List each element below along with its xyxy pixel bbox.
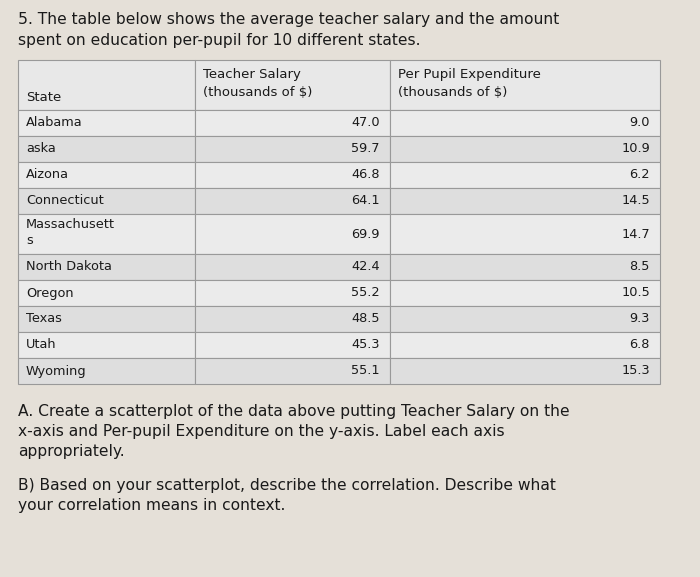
Text: Connecticut: Connecticut	[26, 194, 104, 208]
Bar	[390, 60, 660, 110]
Text: 8.5: 8.5	[629, 260, 650, 273]
Bar	[195, 60, 390, 110]
Text: Massachusett: Massachusett	[26, 218, 115, 231]
Bar	[195, 358, 390, 384]
Text: spent on education per-pupil for 10 different states.: spent on education per-pupil for 10 diff…	[18, 33, 421, 48]
Text: 55.1: 55.1	[351, 365, 380, 377]
Bar	[18, 358, 195, 384]
Text: 69.9: 69.9	[351, 227, 380, 241]
Text: appropriately.: appropriately.	[18, 444, 125, 459]
Bar	[18, 254, 195, 280]
Text: Oregon: Oregon	[26, 287, 74, 299]
Text: aska: aska	[26, 143, 56, 155]
Bar	[390, 254, 660, 280]
Bar	[390, 162, 660, 188]
Bar	[390, 214, 660, 254]
Bar	[390, 280, 660, 306]
Text: (thousands of $): (thousands of $)	[203, 86, 312, 99]
Bar	[195, 136, 390, 162]
Bar	[390, 306, 660, 332]
Text: 9.3: 9.3	[629, 313, 650, 325]
Bar	[390, 136, 660, 162]
Bar	[18, 110, 195, 136]
Bar	[195, 162, 390, 188]
Bar	[195, 110, 390, 136]
Bar	[18, 214, 195, 254]
Text: 10.9: 10.9	[622, 143, 650, 155]
Text: 6.2: 6.2	[629, 168, 650, 182]
Text: Alabama: Alabama	[26, 117, 83, 129]
Text: Teacher Salary: Teacher Salary	[203, 68, 301, 81]
Text: 9.0: 9.0	[629, 117, 650, 129]
Text: 15.3: 15.3	[622, 365, 650, 377]
Text: 48.5: 48.5	[351, 313, 380, 325]
Text: Aizona: Aizona	[26, 168, 69, 182]
Text: State: State	[26, 91, 62, 104]
Text: 6.8: 6.8	[629, 339, 650, 351]
Text: s: s	[26, 234, 33, 247]
Bar	[195, 214, 390, 254]
Bar	[195, 306, 390, 332]
Bar	[18, 306, 195, 332]
Bar	[390, 188, 660, 214]
Text: Texas: Texas	[26, 313, 62, 325]
Bar	[390, 110, 660, 136]
Text: 5. The table below shows the average teacher salary and the amount: 5. The table below shows the average tea…	[18, 12, 559, 27]
Bar	[18, 136, 195, 162]
Text: x-axis and Per-pupil Expenditure on the y-axis. Label each axis: x-axis and Per-pupil Expenditure on the …	[18, 424, 505, 439]
Bar	[18, 332, 195, 358]
Text: Utah: Utah	[26, 339, 57, 351]
Text: 14.7: 14.7	[622, 227, 650, 241]
Text: 47.0: 47.0	[351, 117, 380, 129]
Bar	[18, 60, 195, 110]
Text: 45.3: 45.3	[351, 339, 380, 351]
Text: A. Create a scatterplot of the data above putting Teacher Salary on the: A. Create a scatterplot of the data abov…	[18, 404, 570, 419]
Text: 42.4: 42.4	[351, 260, 380, 273]
Text: B) Based on your scatterplot, describe the correlation. Describe what: B) Based on your scatterplot, describe t…	[18, 478, 556, 493]
Bar	[195, 254, 390, 280]
Text: 64.1: 64.1	[351, 194, 380, 208]
Text: your correlation means in context.: your correlation means in context.	[18, 498, 286, 513]
Text: (thousands of $): (thousands of $)	[398, 86, 508, 99]
Text: Wyoming: Wyoming	[26, 365, 87, 377]
Text: North Dakota: North Dakota	[26, 260, 112, 273]
Bar	[390, 332, 660, 358]
Bar	[195, 188, 390, 214]
Text: 10.5: 10.5	[622, 287, 650, 299]
Bar	[195, 332, 390, 358]
Bar	[390, 358, 660, 384]
Bar	[18, 188, 195, 214]
Bar	[18, 280, 195, 306]
Text: 59.7: 59.7	[351, 143, 380, 155]
Bar	[195, 280, 390, 306]
Text: Per Pupil Expenditure: Per Pupil Expenditure	[398, 68, 541, 81]
Bar	[18, 162, 195, 188]
Text: 14.5: 14.5	[622, 194, 650, 208]
Text: 55.2: 55.2	[351, 287, 380, 299]
Text: 46.8: 46.8	[351, 168, 380, 182]
